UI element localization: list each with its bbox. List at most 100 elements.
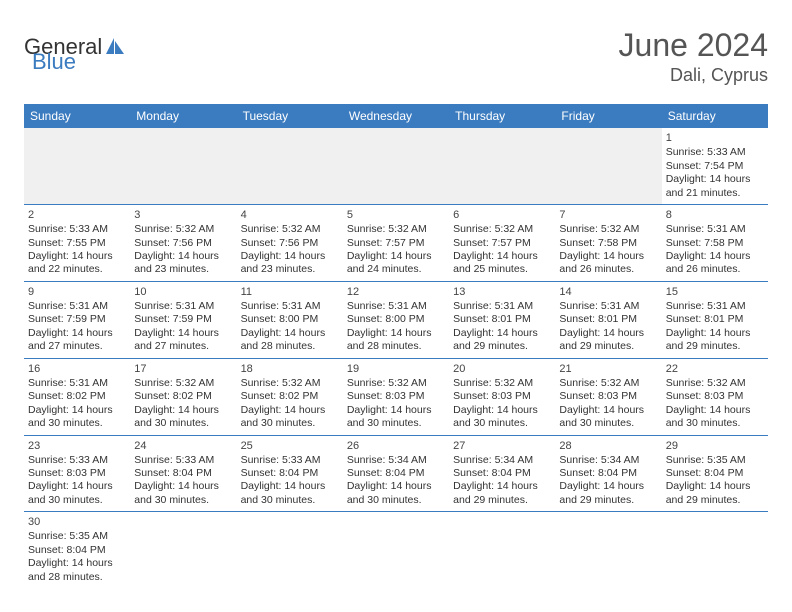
sunrise-text: Sunrise: 5:33 AM — [28, 223, 126, 236]
sunset-text: Sunset: 8:03 PM — [347, 390, 445, 403]
sail-icon — [104, 37, 126, 57]
calendar-cell-3: 3Sunrise: 5:32 AMSunset: 7:56 PMDaylight… — [130, 205, 236, 282]
title-block: June 2024 Dali, Cyprus — [619, 28, 768, 86]
day-number: 9 — [28, 284, 126, 300]
day-number: 2 — [28, 207, 126, 223]
daylight-text: Daylight: 14 hours and 23 minutes. — [134, 250, 232, 277]
calendar-cell-8: 8Sunrise: 5:31 AMSunset: 7:58 PMDaylight… — [662, 205, 768, 282]
day-number: 19 — [347, 361, 445, 377]
calendar-cell-4: 4Sunrise: 5:32 AMSunset: 7:56 PMDaylight… — [237, 205, 343, 282]
sunrise-text: Sunrise: 5:32 AM — [241, 223, 339, 236]
daylight-text: Daylight: 14 hours and 30 minutes. — [28, 404, 126, 431]
calendar-cell-empty — [555, 128, 661, 205]
calendar-cell-29: 29Sunrise: 5:35 AMSunset: 8:04 PMDayligh… — [662, 436, 768, 513]
day-number: 3 — [134, 207, 232, 223]
sunrise-text: Sunrise: 5:33 AM — [241, 454, 339, 467]
calendar-cell-empty — [130, 512, 236, 588]
day-number: 24 — [134, 438, 232, 454]
daylight-text: Daylight: 14 hours and 29 minutes. — [559, 327, 657, 354]
day-number: 25 — [241, 438, 339, 454]
daylight-text: Daylight: 14 hours and 30 minutes. — [453, 404, 551, 431]
calendar-cell-empty — [449, 512, 555, 588]
calendar-cell-16: 16Sunrise: 5:31 AMSunset: 8:02 PMDayligh… — [24, 359, 130, 436]
sunset-text: Sunset: 7:57 PM — [453, 237, 551, 250]
daylight-text: Daylight: 14 hours and 29 minutes. — [453, 480, 551, 507]
sunrise-text: Sunrise: 5:33 AM — [28, 454, 126, 467]
page-subtitle: Dali, Cyprus — [619, 65, 768, 86]
sunset-text: Sunset: 8:03 PM — [453, 390, 551, 403]
dayhead-friday: Friday — [555, 104, 661, 128]
daylight-text: Daylight: 14 hours and 30 minutes. — [134, 480, 232, 507]
calendar-cell-27: 27Sunrise: 5:34 AMSunset: 8:04 PMDayligh… — [449, 436, 555, 513]
sunset-text: Sunset: 8:01 PM — [559, 313, 657, 326]
sunrise-text: Sunrise: 5:31 AM — [666, 300, 764, 313]
day-number: 17 — [134, 361, 232, 377]
daylight-text: Daylight: 14 hours and 30 minutes. — [666, 404, 764, 431]
calendar-cell-14: 14Sunrise: 5:31 AMSunset: 8:01 PMDayligh… — [555, 282, 661, 359]
sunset-text: Sunset: 7:59 PM — [134, 313, 232, 326]
daylight-text: Daylight: 14 hours and 30 minutes. — [559, 404, 657, 431]
day-number: 6 — [453, 207, 551, 223]
calendar-cell-28: 28Sunrise: 5:34 AMSunset: 8:04 PMDayligh… — [555, 436, 661, 513]
calendar-grid: SundayMondayTuesdayWednesdayThursdayFrid… — [24, 104, 768, 588]
dayhead-thursday: Thursday — [449, 104, 555, 128]
sunset-text: Sunset: 8:04 PM — [241, 467, 339, 480]
sunset-text: Sunset: 7:57 PM — [347, 237, 445, 250]
day-number: 11 — [241, 284, 339, 300]
sunset-text: Sunset: 8:03 PM — [666, 390, 764, 403]
calendar-cell-empty — [24, 128, 130, 205]
calendar-cell-5: 5Sunrise: 5:32 AMSunset: 7:57 PMDaylight… — [343, 205, 449, 282]
day-number: 20 — [453, 361, 551, 377]
sunset-text: Sunset: 8:04 PM — [453, 467, 551, 480]
calendar-cell-12: 12Sunrise: 5:31 AMSunset: 8:00 PMDayligh… — [343, 282, 449, 359]
calendar-cell-empty — [555, 512, 661, 588]
sunset-text: Sunset: 7:56 PM — [134, 237, 232, 250]
day-number: 22 — [666, 361, 764, 377]
sunset-text: Sunset: 7:56 PM — [241, 237, 339, 250]
daylight-text: Daylight: 14 hours and 29 minutes. — [666, 327, 764, 354]
calendar-cell-15: 15Sunrise: 5:31 AMSunset: 8:01 PMDayligh… — [662, 282, 768, 359]
calendar-cell-21: 21Sunrise: 5:32 AMSunset: 8:03 PMDayligh… — [555, 359, 661, 436]
sunrise-text: Sunrise: 5:32 AM — [134, 377, 232, 390]
day-number: 18 — [241, 361, 339, 377]
daylight-text: Daylight: 14 hours and 30 minutes. — [28, 480, 126, 507]
sunset-text: Sunset: 8:02 PM — [134, 390, 232, 403]
day-number: 4 — [241, 207, 339, 223]
calendar-cell-19: 19Sunrise: 5:32 AMSunset: 8:03 PMDayligh… — [343, 359, 449, 436]
sunset-text: Sunset: 8:04 PM — [559, 467, 657, 480]
daylight-text: Daylight: 14 hours and 30 minutes. — [134, 404, 232, 431]
sunset-text: Sunset: 8:00 PM — [347, 313, 445, 326]
daylight-text: Daylight: 14 hours and 23 minutes. — [241, 250, 339, 277]
calendar-cell-empty — [343, 128, 449, 205]
day-number: 27 — [453, 438, 551, 454]
daylight-text: Daylight: 14 hours and 24 minutes. — [347, 250, 445, 277]
calendar-cell-7: 7Sunrise: 5:32 AMSunset: 7:58 PMDaylight… — [555, 205, 661, 282]
calendar-cell-9: 9Sunrise: 5:31 AMSunset: 7:59 PMDaylight… — [24, 282, 130, 359]
calendar-cell-1: 1Sunrise: 5:33 AMSunset: 7:54 PMDaylight… — [662, 128, 768, 205]
sunrise-text: Sunrise: 5:34 AM — [453, 454, 551, 467]
sunrise-text: Sunrise: 5:32 AM — [347, 223, 445, 236]
calendar-cell-24: 24Sunrise: 5:33 AMSunset: 8:04 PMDayligh… — [130, 436, 236, 513]
sunset-text: Sunset: 7:58 PM — [559, 237, 657, 250]
daylight-text: Daylight: 14 hours and 21 minutes. — [666, 173, 764, 200]
sunrise-text: Sunrise: 5:32 AM — [134, 223, 232, 236]
daylight-text: Daylight: 14 hours and 28 minutes. — [28, 557, 126, 584]
daylight-text: Daylight: 14 hours and 29 minutes. — [666, 480, 764, 507]
daylight-text: Daylight: 14 hours and 30 minutes. — [347, 404, 445, 431]
dayhead-sunday: Sunday — [24, 104, 130, 128]
daylight-text: Daylight: 14 hours and 30 minutes. — [241, 404, 339, 431]
day-number: 7 — [559, 207, 657, 223]
day-number: 15 — [666, 284, 764, 300]
daylight-text: Daylight: 14 hours and 28 minutes. — [241, 327, 339, 354]
sunset-text: Sunset: 8:01 PM — [453, 313, 551, 326]
sunrise-text: Sunrise: 5:33 AM — [666, 146, 764, 159]
day-number: 13 — [453, 284, 551, 300]
calendar-cell-10: 10Sunrise: 5:31 AMSunset: 7:59 PMDayligh… — [130, 282, 236, 359]
header: General June 2024 Dali, Cyprus — [24, 28, 768, 86]
sunset-text: Sunset: 8:04 PM — [347, 467, 445, 480]
calendar-cell-2: 2Sunrise: 5:33 AMSunset: 7:55 PMDaylight… — [24, 205, 130, 282]
sunrise-text: Sunrise: 5:32 AM — [559, 377, 657, 390]
day-number: 16 — [28, 361, 126, 377]
sunrise-text: Sunrise: 5:31 AM — [666, 223, 764, 236]
sunrise-text: Sunrise: 5:32 AM — [453, 377, 551, 390]
